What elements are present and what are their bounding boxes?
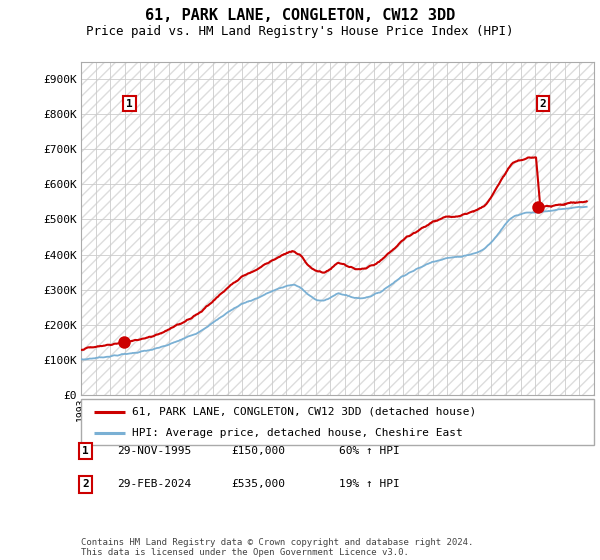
Text: 1: 1 xyxy=(126,99,133,109)
Text: 2: 2 xyxy=(82,479,89,489)
Text: 1: 1 xyxy=(82,446,89,456)
Text: Contains HM Land Registry data © Crown copyright and database right 2024.
This d: Contains HM Land Registry data © Crown c… xyxy=(81,538,473,557)
Text: 60% ↑ HPI: 60% ↑ HPI xyxy=(339,446,400,456)
Text: 61, PARK LANE, CONGLETON, CW12 3DD: 61, PARK LANE, CONGLETON, CW12 3DD xyxy=(145,8,455,24)
Text: Price paid vs. HM Land Registry's House Price Index (HPI): Price paid vs. HM Land Registry's House … xyxy=(86,25,514,38)
FancyBboxPatch shape xyxy=(81,399,594,445)
Text: 19% ↑ HPI: 19% ↑ HPI xyxy=(339,479,400,489)
Text: 29-NOV-1995: 29-NOV-1995 xyxy=(117,446,191,456)
Text: 61, PARK LANE, CONGLETON, CW12 3DD (detached house): 61, PARK LANE, CONGLETON, CW12 3DD (deta… xyxy=(133,407,476,417)
Text: 2: 2 xyxy=(539,99,546,109)
Text: £150,000: £150,000 xyxy=(231,446,285,456)
Text: £535,000: £535,000 xyxy=(231,479,285,489)
Text: HPI: Average price, detached house, Cheshire East: HPI: Average price, detached house, Ches… xyxy=(133,428,463,438)
Text: 29-FEB-2024: 29-FEB-2024 xyxy=(117,479,191,489)
